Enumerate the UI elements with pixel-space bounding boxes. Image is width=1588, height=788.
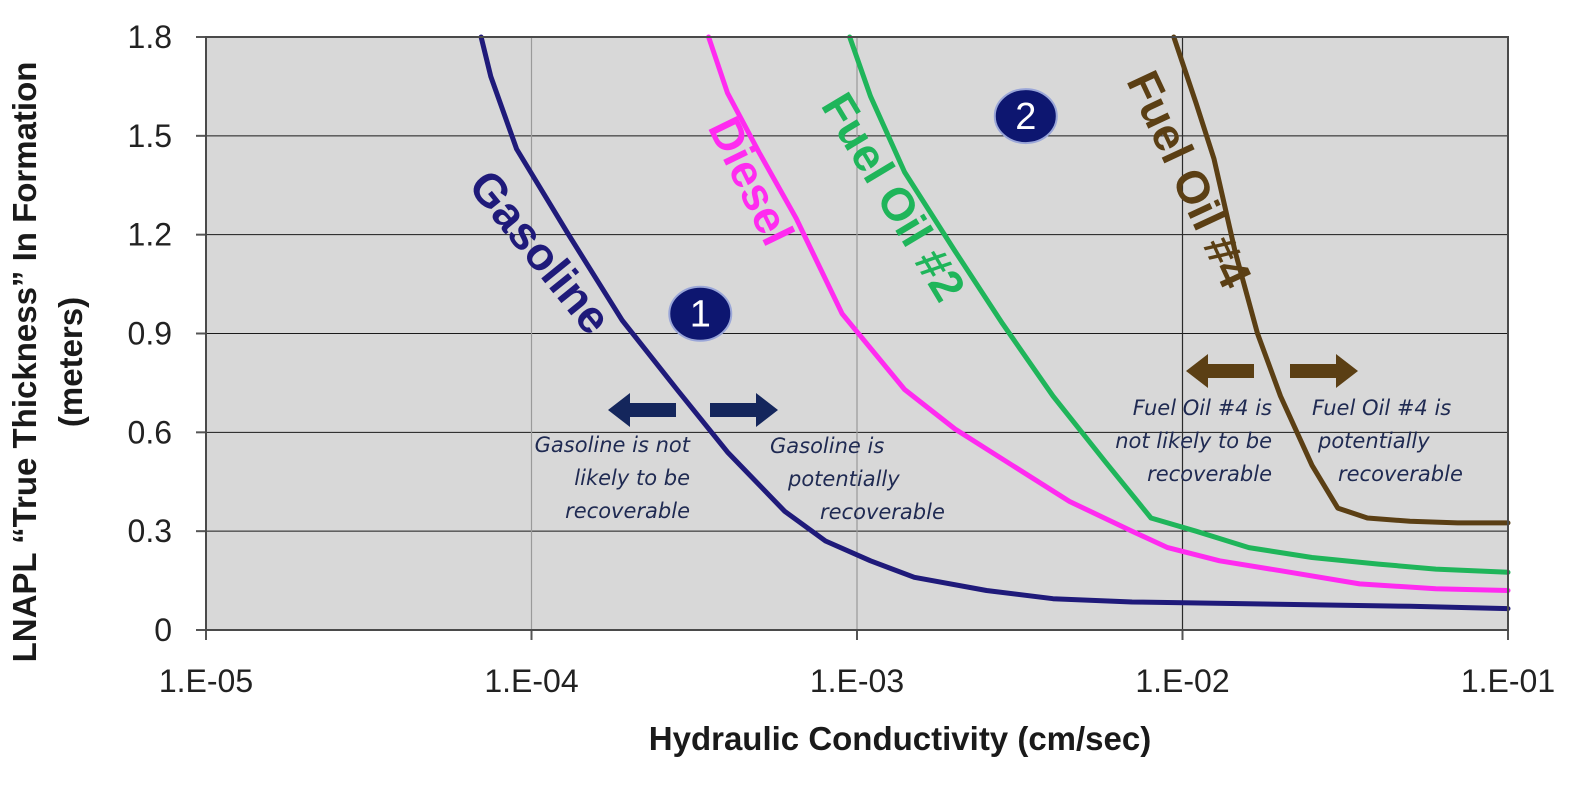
left-arrow-icon [608, 393, 676, 427]
annotation-line: recoverable [565, 499, 690, 523]
y-tick-label: 1.2 [128, 217, 172, 253]
y-tick-label: 0.3 [128, 513, 172, 549]
annotation-line: likely to be [574, 466, 690, 490]
right-arrow-icon [1290, 354, 1358, 388]
series-layer [478, 34, 1511, 612]
y-axis-title-line2: (meters) [52, 297, 89, 427]
annotation-line: Gasoline is [770, 434, 884, 458]
zone-badge: 1 [668, 285, 733, 342]
series-line-fuel-oil-4 [1171, 34, 1511, 526]
y-tick-label: 0 [154, 612, 172, 648]
annotation-line: potentially [787, 467, 900, 491]
x-axis-title: Hydraulic Conductivity (cm/sec) [649, 720, 1151, 757]
zone-badge: 2 [993, 88, 1058, 145]
x-tick-label: 1.E-01 [1461, 663, 1555, 699]
plot-frame [205, 36, 1509, 631]
y-tick-label: 1.5 [128, 118, 172, 154]
zone-badge-label: 2 [1015, 96, 1036, 138]
zone-badge-circle [993, 88, 1058, 145]
y-tick-label: 1.8 [128, 19, 172, 55]
series-line-diesel [706, 34, 1511, 593]
annotation-note: Fuel Oil #4 is potentially recoverable [1312, 396, 1463, 486]
annotation-line: recoverable [1338, 462, 1463, 486]
annotation-line: Gasoline is not [535, 433, 691, 457]
annotation-note: Gasoline is potentially recoverable [770, 434, 945, 524]
x-tick-label: 1.E-03 [810, 663, 904, 699]
left-arrow-icon [1186, 354, 1254, 388]
x-tick-label: 1.E-02 [1135, 663, 1229, 699]
right-arrow-icon [710, 393, 778, 427]
zone-badge-label: 1 [690, 294, 711, 336]
series-line-gasoline [478, 34, 1511, 612]
annotation-line: recoverable [820, 500, 945, 524]
zone-badge-circle [668, 285, 733, 342]
annotation-line: Fuel Oil #4 is [1133, 396, 1272, 420]
y-tick-label: 0.9 [128, 316, 172, 352]
x-tick-label: 1.E-04 [484, 663, 578, 699]
series-line-fuel-oil-2 [847, 34, 1511, 575]
tick-marks [196, 36, 1509, 640]
annotation-line: not likely to be [1115, 429, 1272, 453]
y-tick-label: 0.6 [128, 414, 172, 450]
annotation-note: Fuel Oil #4 is not likely to be recoverabl… [1115, 396, 1272, 486]
annotation-line: potentially [1317, 429, 1430, 453]
annotation-note: Gasoline is not likely to be recoverable [535, 433, 691, 523]
annotation-line: Fuel Oil #4 is [1312, 396, 1451, 420]
annotation-line: recoverable [1147, 462, 1272, 486]
x-tick-label: 1.E-05 [159, 663, 253, 699]
y-axis-title-line1: LNAPL “True Thickness” In Formation [6, 62, 43, 663]
